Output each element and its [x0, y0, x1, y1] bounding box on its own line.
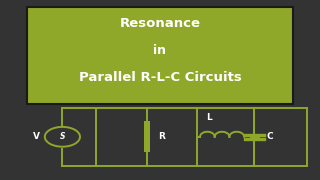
Text: S: S — [60, 132, 65, 141]
Text: R: R — [158, 132, 164, 141]
Bar — [144, 122, 150, 152]
Text: in: in — [154, 44, 166, 57]
Text: Parallel R-L-C Circuits: Parallel R-L-C Circuits — [79, 71, 241, 84]
FancyBboxPatch shape — [27, 7, 293, 104]
Text: V: V — [33, 132, 40, 141]
Text: C: C — [267, 132, 273, 141]
Text: L: L — [206, 112, 212, 122]
Text: Resonance: Resonance — [119, 17, 201, 30]
